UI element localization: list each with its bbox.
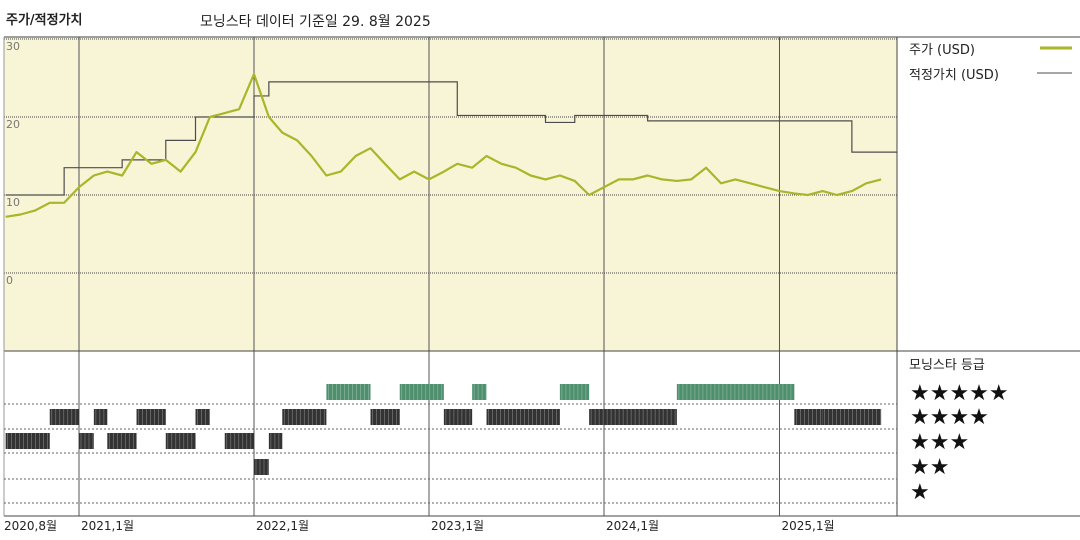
- legend-fair-label: 적정가치 (USD): [909, 68, 999, 83]
- rating-segment-4-star: [93, 409, 108, 425]
- fair-value-line: [5, 81, 897, 196]
- rating-segment-5-star: [676, 384, 795, 400]
- price-series: [5, 73, 882, 218]
- rating-segment-5-star: [399, 384, 444, 400]
- rating-bar: [195, 409, 210, 425]
- chart-title: 주가/적정가치: [6, 13, 83, 28]
- rating-segment-4-star: [822, 409, 882, 425]
- rating-bar: [282, 409, 327, 425]
- x-tick-label: 2020,8월: [4, 519, 57, 533]
- rating-bar: [399, 384, 444, 400]
- x-tick-labels: 2020,8월 2021,1월 2022,1월 2023,1월 2024,1월 2025,…: [4, 519, 835, 533]
- rating-bar: [224, 433, 254, 449]
- rating-segment-4-star: [282, 409, 327, 425]
- rating-segment-4-star: [589, 409, 677, 425]
- rating-segment-3-star: [224, 433, 254, 449]
- legend-price-label: 주가 (USD): [909, 43, 975, 58]
- grid-lines: [4, 37, 897, 516]
- rating-segment-3-star: [107, 433, 137, 449]
- rating-segment-4-star: [195, 409, 210, 425]
- rating-segment-3-star: [165, 433, 196, 449]
- rating-bar: [93, 409, 108, 425]
- rating-bar: [676, 384, 795, 400]
- y-tick-label: 0: [6, 274, 13, 287]
- rating-segment-5-star: [326, 384, 371, 400]
- rating-bar: [254, 459, 269, 475]
- rating-legend-title: 모닝스타 등급: [909, 358, 985, 373]
- price-panel-bg: [4, 37, 897, 351]
- star-row-label: ★★★: [910, 430, 969, 455]
- rating-grid: [4, 403, 897, 504]
- star-row-label: ★★★★★: [910, 381, 1009, 406]
- rating-bar: [589, 409, 677, 425]
- rating-bar: [559, 384, 590, 400]
- rating-bar: [794, 409, 823, 425]
- rating-segment-4-star: [136, 409, 166, 425]
- rating-bar: [136, 409, 166, 425]
- rating-segment-2-star: [254, 459, 269, 475]
- rating-bar: [165, 433, 196, 449]
- rating-segment-3-star: [79, 433, 94, 449]
- x-tick-label: 2025,1월: [781, 519, 834, 533]
- rating-segment-4-star: [794, 409, 823, 425]
- price-line: [5, 73, 882, 218]
- x-tick-label: 2021,1월: [81, 519, 134, 533]
- rating-bars: [5, 384, 882, 475]
- y-tick-label: 30: [6, 40, 20, 53]
- data-date-subtitle: 모닝스타 데이터 기준일 29. 8월 2025: [200, 14, 431, 30]
- star-row-label: ★★★★: [910, 405, 989, 430]
- star-row-label: ★: [910, 480, 930, 505]
- rating-segment-3-star: [5, 433, 50, 449]
- rating-segment-4-star: [486, 409, 560, 425]
- y-tick-labels: 30 20 10 0: [6, 40, 20, 287]
- rating-bar: [486, 409, 560, 425]
- rating-segment-4-star: [370, 409, 400, 425]
- rating-segment-3-star: [268, 433, 283, 449]
- star-row-label: ★★: [910, 455, 949, 480]
- rating-bar: [822, 409, 882, 425]
- rating-bar: [268, 433, 283, 449]
- y-tick-label: 10: [6, 196, 20, 209]
- rating-bar: [443, 409, 473, 425]
- rating-segment-5-star: [559, 384, 590, 400]
- rating-bar: [5, 433, 50, 449]
- fair-value-series: [5, 81, 897, 196]
- y-tick-label: 20: [6, 118, 20, 131]
- rating-segment-5-star: [472, 384, 487, 400]
- rating-bar: [107, 433, 137, 449]
- rating-segment-4-star: [49, 409, 79, 425]
- x-tick-label: 2023,1월: [431, 519, 484, 533]
- rating-star-legend: ★★★★★★★★★★★★★★★: [910, 381, 1009, 505]
- rating-bar: [49, 409, 79, 425]
- rating-segment-4-star: [443, 409, 473, 425]
- rating-bar: [79, 433, 94, 449]
- rating-bar: [472, 384, 487, 400]
- x-tick-label: 2024,1월: [606, 519, 659, 533]
- x-tick-label: 2022,1월: [256, 519, 309, 533]
- rating-bar: [326, 384, 371, 400]
- rating-bar: [370, 409, 400, 425]
